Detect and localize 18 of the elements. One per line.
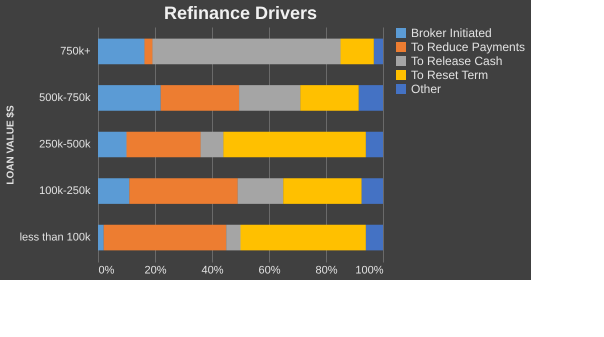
y-tick-label: 500k-750k [39, 92, 91, 104]
x-tick-label: 80% [315, 264, 338, 276]
legend-label: Other [411, 82, 442, 96]
y-tick-label: 250k-500k [39, 138, 91, 150]
y-tick-label: less than 100k [20, 232, 91, 244]
x-tick-label: 60% [258, 264, 281, 276]
y-axis-title: LOAN VALUE $S [6, 105, 17, 185]
y-tick-label: 750k+ [60, 45, 90, 58]
x-tick-label: 0% [98, 264, 115, 276]
chart-title: Refinance Drivers [164, 3, 318, 23]
legend-label: To Reset Term [411, 68, 488, 82]
x-tick-label: 100% [355, 264, 384, 276]
legend-label: Broker Initiated [411, 26, 492, 40]
x-tick-label: 40% [201, 264, 224, 276]
legend-label: To Reduce Payments [411, 40, 526, 54]
x-tick-label: 20% [144, 264, 167, 276]
legend-label: To Release Cash [411, 54, 502, 68]
y-tick-label: 100k-250k [39, 185, 91, 198]
